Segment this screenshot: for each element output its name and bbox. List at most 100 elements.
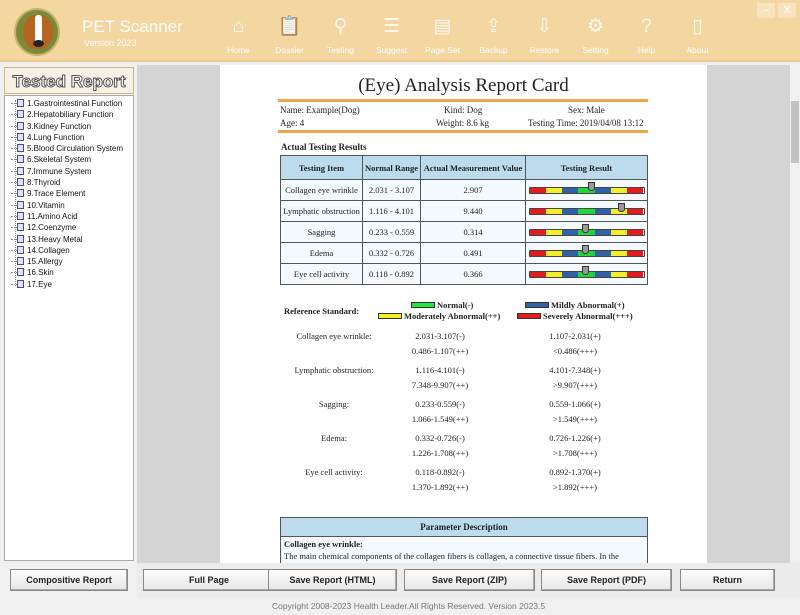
tree-item[interactable]: 8.Thyroid	[5, 177, 133, 188]
close-button[interactable]: X	[778, 3, 796, 18]
minimize-button[interactable]: –	[757, 3, 775, 18]
reference-normal: 2.031-3.107(-)	[415, 331, 465, 341]
tree-item[interactable]: 4.Lung Function	[5, 132, 133, 143]
pet-name: Name: Example(Dog)	[280, 105, 360, 115]
value: 0.314	[420, 221, 526, 243]
full-page-button[interactable]: Full Page	[143, 569, 275, 591]
tree-item[interactable]: 15.Allergy	[5, 256, 133, 267]
reference-mild: 0.892-1.370(+)	[549, 467, 601, 477]
col-header: Actual Measurement Value	[420, 155, 526, 180]
tree-item[interactable]: 14.Collagen	[5, 245, 133, 256]
gauge-marker	[618, 202, 626, 212]
reference-mild: 0.559-1.066(+)	[549, 399, 601, 409]
report-viewer: (Eye) Analysis Report Card Name: Example…	[137, 65, 800, 563]
col-header: Testing Item	[280, 155, 363, 180]
reference-moderate: 0.486-1.107(++)	[411, 346, 469, 356]
gauge-marker	[581, 244, 589, 254]
document-icon	[17, 279, 24, 288]
save-zip-button[interactable]: Save Report (ZIP)	[404, 569, 535, 591]
col-header: Testing Result	[525, 155, 648, 180]
list-icon: ☰	[382, 16, 401, 37]
nav-dossier[interactable]: 📋 Dossier	[264, 14, 315, 58]
reference-mild: 0.726-1.226(+)	[549, 433, 601, 443]
tree-item[interactable]: 3.Kidney Function	[5, 121, 133, 132]
nav-restore[interactable]: ⇩ Restore	[519, 14, 570, 58]
tree-item[interactable]: 11.Amino Acid	[5, 211, 133, 222]
nav-setting[interactable]: ⚙ Setting	[570, 14, 621, 58]
clipboard-icon: 📋	[277, 16, 302, 37]
tree-item[interactable]: 6.Skeletal System	[5, 154, 133, 165]
app-version: Version 2023	[84, 38, 137, 48]
document-icon	[17, 132, 24, 141]
document-icon	[17, 223, 24, 232]
tree-item[interactable]: 16.Skin	[5, 267, 133, 278]
reference-item: Sagging:	[318, 399, 350, 409]
return-button[interactable]: Return	[680, 569, 775, 591]
tree-item[interactable]: 5.Blood Circulation System	[5, 143, 133, 154]
normal-range: 2.031 - 3.107	[362, 179, 421, 201]
legend-mild: Mildly Abnormal(+)	[525, 300, 625, 310]
reference-normal: 0.118-0.892(-)	[415, 467, 465, 477]
document-icon	[17, 166, 24, 175]
legend-severe: Severely Abnormal(+++)	[517, 311, 633, 321]
reference-mild: 4.101-7.348(+)	[549, 365, 601, 375]
col-header: Normal Range	[362, 155, 421, 180]
nav-page-set[interactable]: ▤ Page Set	[417, 14, 468, 58]
page-icon: ▤	[433, 16, 452, 37]
copyright: Copyright 2008-2023 Health Leader.All Ri…	[272, 601, 546, 611]
app-title: PET Scanner	[82, 17, 183, 36]
save-html-button[interactable]: Save Report (HTML)	[268, 569, 397, 591]
header: PET Scanner Version 2023 ⌂ Home 📋 Dossier ⚲ T…	[0, 0, 800, 62]
save-pdf-button[interactable]: Save Report (PDF)	[541, 569, 672, 591]
result-gauge	[528, 223, 645, 236]
pet-weight: Weight: 8.6 kg	[436, 118, 490, 128]
table-row: Lymphatic obstruction 1.116 - 4.101 9.440	[280, 200, 648, 222]
section-title: Actual Testing Results	[281, 142, 367, 152]
tree-item[interactable]: 2.Hepatobiliary Function	[5, 109, 133, 120]
normal-range: 0.332 - 0.726	[362, 242, 421, 264]
tree-item[interactable]: 17.Eye	[5, 279, 133, 290]
tree-item[interactable]: 12.Coenzyme	[5, 222, 133, 233]
gauge-marker	[588, 181, 596, 191]
dog-logo	[14, 8, 60, 56]
report-tree: 1.Gastrointestinal Function 2.Hepatobilia…	[4, 95, 134, 561]
tree-item[interactable]: 13.Heavy Metal	[5, 234, 133, 245]
scrollbar-thumb[interactable]	[791, 101, 799, 163]
tree-item[interactable]: 1.Gastrointestinal Function	[5, 98, 133, 109]
reference-item: Collagen eye wrinkle:	[296, 331, 372, 341]
normal-range: 0.118 - 0.892	[362, 263, 421, 285]
tree-item[interactable]: 7.Immune System	[5, 166, 133, 177]
nav-testing[interactable]: ⚲ Testing	[315, 14, 366, 58]
compositive-report-button[interactable]: Compositive Report	[10, 569, 128, 591]
document-icon	[17, 99, 24, 107]
vertical-scrollbar[interactable]	[790, 65, 800, 563]
reference-normal: 1.116-4.101(-)	[415, 365, 465, 375]
pet-age: Age: 4	[280, 118, 305, 128]
tree-item[interactable]: 10.Vitamin	[5, 200, 133, 211]
document-icon	[17, 245, 24, 254]
document-icon	[17, 200, 24, 209]
value: 0.366	[420, 263, 526, 285]
nav-suggest[interactable]: ☰ Suggest	[366, 14, 417, 58]
document-icon	[17, 178, 24, 187]
download-icon: ⇩	[536, 16, 553, 37]
reference-moderate: 1.370-1.892(++)	[411, 482, 469, 492]
tree-item[interactable]: 9.Trace Element	[5, 188, 133, 199]
item: Eye cell activity	[280, 263, 363, 285]
nav-backup[interactable]: ⇪ Backup	[468, 14, 519, 58]
magnifier-icon: ⚲	[333, 16, 348, 37]
document-icon	[17, 257, 24, 266]
item: Collagen eye wrinkle	[280, 179, 363, 201]
result-gauge	[528, 181, 645, 194]
item: Sagging	[280, 221, 363, 243]
result-gauge	[528, 244, 645, 257]
nav-help[interactable]: ? Help	[621, 14, 672, 58]
document-icon	[17, 110, 24, 119]
document-icon	[17, 155, 24, 164]
value: 9.440	[420, 200, 526, 222]
reference-moderate: 1.226-1.708(++)	[411, 448, 469, 458]
nav-home[interactable]: ⌂ Home	[213, 14, 264, 58]
reference-item: Eye cell activity:	[305, 467, 363, 477]
document-icon	[17, 144, 24, 153]
nav-about[interactable]: ▯ About	[672, 14, 723, 58]
